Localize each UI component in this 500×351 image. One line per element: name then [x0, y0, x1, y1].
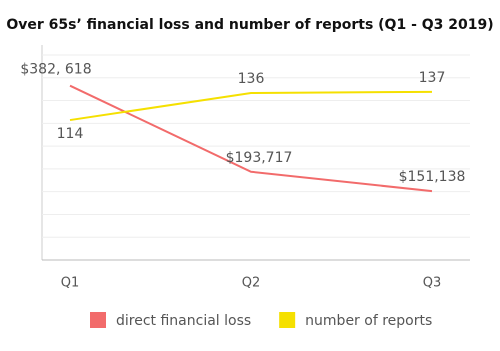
data-label: 137: [419, 70, 446, 86]
data-label: $382, 618: [20, 62, 91, 78]
data-label: 136: [238, 71, 265, 87]
x-tick-label: Q3: [423, 276, 442, 291]
legend-swatch: [279, 312, 296, 328]
legend-label: number of reports: [305, 313, 432, 329]
legend-label: direct financial loss: [116, 313, 251, 329]
data-label: $151,138: [399, 169, 466, 185]
x-tick-label: Q2: [242, 276, 261, 291]
data-label: $193,717: [226, 150, 293, 166]
x-tick-label: Q1: [61, 276, 80, 291]
line-series: [69, 84, 433, 193]
chart-title: Over 65s’ financial loss and number of r…: [6, 17, 493, 33]
legend-swatch: [90, 312, 106, 328]
data-label: 114: [57, 126, 84, 142]
line-series: [69, 90, 433, 122]
